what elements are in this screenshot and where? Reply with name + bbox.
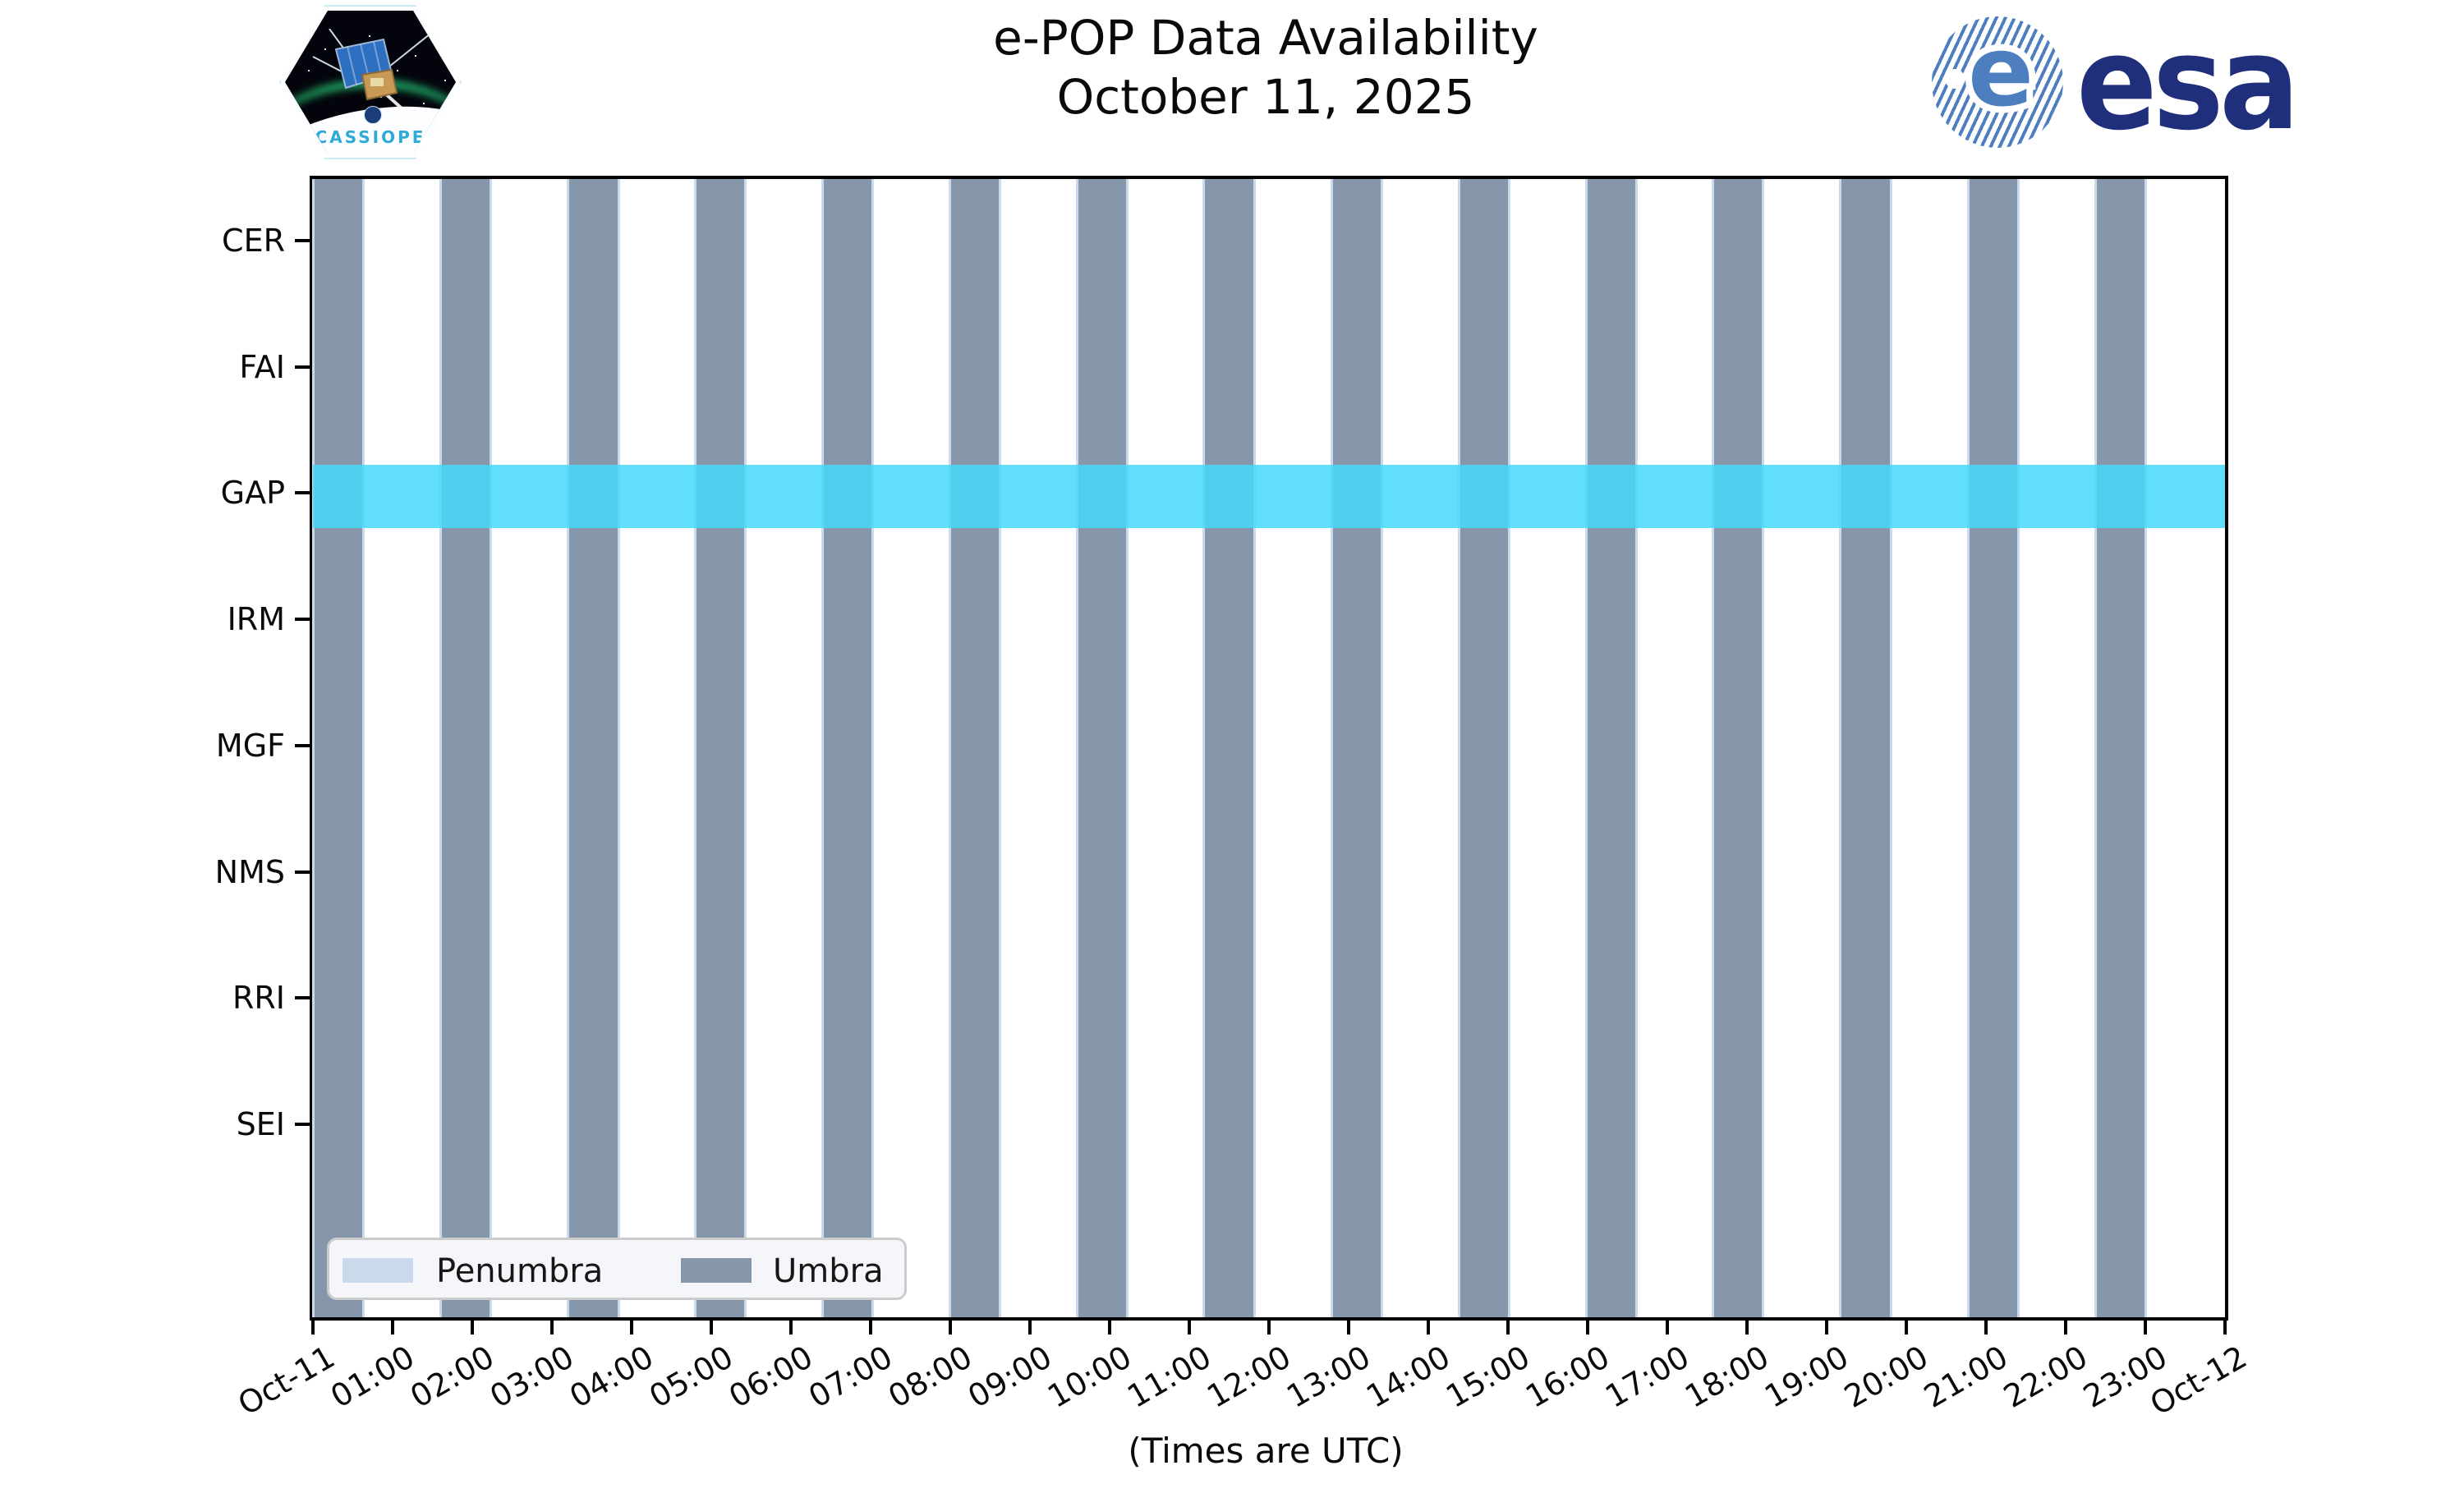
x-tick xyxy=(869,1321,872,1335)
x-tick xyxy=(1427,1321,1430,1335)
x-tick xyxy=(1506,1321,1510,1335)
umbra-interval-bar xyxy=(821,179,874,1317)
x-tick xyxy=(710,1321,713,1335)
csa-emblem xyxy=(364,106,382,124)
y-tick xyxy=(295,743,311,747)
umbra-interval-bar xyxy=(1585,179,1639,1317)
availability-band-gap xyxy=(313,465,2225,529)
x-axis-label: (Times are UTC) xyxy=(1128,1431,1404,1471)
y-tick-label-nms: NMS xyxy=(214,853,285,890)
y-tick xyxy=(295,996,311,1000)
umbra-interval-bar xyxy=(948,179,1002,1317)
y-tick xyxy=(295,365,311,369)
x-tick xyxy=(2144,1321,2147,1335)
cassiope-mission-patch: CASSIOPE xyxy=(279,5,462,159)
cassiope-caption: CASSIOPE xyxy=(315,127,426,147)
y-tick-label-gap: GAP xyxy=(220,475,285,512)
x-tick xyxy=(550,1321,554,1335)
x-tick xyxy=(1984,1321,1988,1335)
satellite-icon xyxy=(312,29,431,131)
umbra-interval-bar xyxy=(439,179,493,1317)
legend-swatch-umbra xyxy=(681,1258,752,1283)
esa-wordmark: esa xyxy=(2076,8,2300,159)
legend-box: Penumbra Umbra xyxy=(327,1238,907,1300)
x-tick xyxy=(1188,1321,1191,1335)
x-tick xyxy=(949,1321,952,1335)
y-tick-label-fai: FAI xyxy=(239,348,285,385)
y-tick xyxy=(295,618,311,622)
x-tick xyxy=(311,1321,315,1335)
y-tick-label-mgf: MGF xyxy=(215,727,285,764)
x-tick xyxy=(2064,1321,2067,1335)
x-tick xyxy=(1745,1321,1749,1335)
umbra-interval-bar xyxy=(1712,179,1765,1317)
esa-globe-icon: e e xyxy=(1932,16,2063,148)
x-tick xyxy=(1028,1321,1032,1335)
esa-logo: e e esa xyxy=(1932,11,2310,159)
y-tick-label-sei: SEI xyxy=(236,1105,285,1142)
x-tick xyxy=(1825,1321,1828,1335)
x-tick xyxy=(2223,1321,2227,1335)
x-tick xyxy=(1267,1321,1271,1335)
x-tick xyxy=(1108,1321,1111,1335)
x-tick xyxy=(789,1321,793,1335)
umbra-interval-bar xyxy=(1202,179,1256,1317)
legend-label-umbra: Umbra xyxy=(773,1252,884,1290)
chart-title-line2: October 11, 2025 xyxy=(1056,69,1475,125)
x-tick xyxy=(391,1321,394,1335)
y-tick xyxy=(295,870,311,874)
esa-letter-halo: e xyxy=(1961,15,2040,128)
umbra-interval-bar xyxy=(1457,179,1510,1317)
y-tick xyxy=(295,491,311,495)
umbra-interval-bar xyxy=(1839,179,1892,1317)
y-tick-label-rri: RRI xyxy=(232,980,285,1017)
umbra-interval-bar xyxy=(311,179,365,1317)
chart-title-line1: e-POP Data Availability xyxy=(993,10,1538,66)
umbra-interval-bar xyxy=(1076,179,1129,1317)
umbra-interval-bar xyxy=(567,179,620,1317)
umbra-interval-bar xyxy=(2094,179,2148,1317)
umbra-interval-bar xyxy=(693,179,747,1317)
starfield xyxy=(300,27,301,29)
x-tick xyxy=(1347,1321,1350,1335)
plot-area xyxy=(310,176,2228,1321)
y-tick xyxy=(295,239,311,242)
x-tick xyxy=(1666,1321,1669,1335)
esa-globe-dot xyxy=(1945,69,1965,89)
esa-letter-ink: e xyxy=(1968,15,2034,128)
y-tick-label-cer: CER xyxy=(222,223,285,259)
esa-globe-letter: e e xyxy=(1961,15,2040,128)
chart-title: e-POP Data Availability October 11, 2025 xyxy=(993,8,1538,126)
legend-label-penumbra: Penumbra xyxy=(436,1252,604,1290)
x-tick xyxy=(471,1321,474,1335)
umbra-interval-bar xyxy=(1330,179,1383,1317)
legend-swatch-penumbra xyxy=(342,1258,413,1283)
y-tick-label-irm: IRM xyxy=(227,601,285,638)
x-tick xyxy=(1586,1321,1589,1335)
y-tick xyxy=(295,1122,311,1126)
x-tick xyxy=(1905,1321,1908,1335)
umbra-interval-bar xyxy=(1966,179,2020,1317)
x-tick xyxy=(630,1321,633,1335)
